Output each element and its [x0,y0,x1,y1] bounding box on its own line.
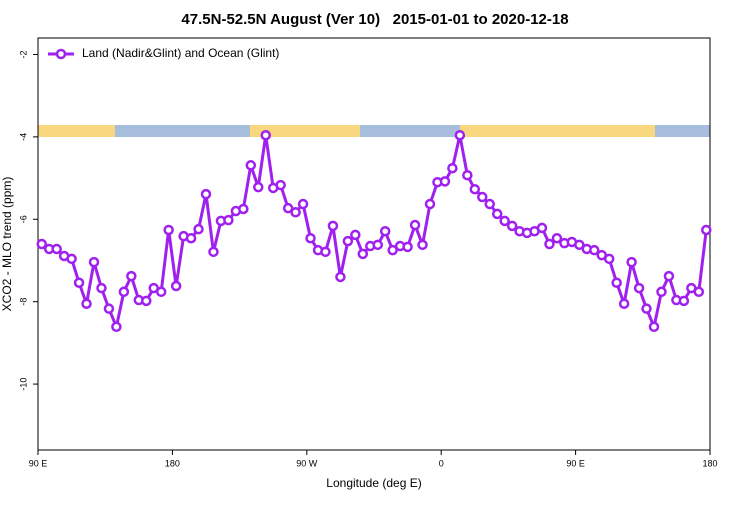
data-point [103,303,115,314]
data-point [111,321,122,333]
data-point [678,295,690,307]
y-tick-label: -2 [18,50,28,58]
data-point [544,238,555,250]
y-tick-label: -10 [18,378,28,391]
data-point [491,208,503,220]
band-ocean [655,125,710,137]
data-point [589,244,600,256]
data-point [200,188,212,200]
legend-marker [55,48,67,60]
data-point [641,303,652,314]
chart-title: 47.5N-52.5N August (Ver 10) 2015-01-01 t… [181,11,568,28]
data-point [499,215,510,227]
data-point [238,203,249,215]
x-tick-label: 0 [439,458,444,468]
data-point [693,286,705,298]
data-point [73,277,85,288]
data-point [536,222,548,234]
data-point [342,235,354,247]
data-point [424,198,436,210]
data-point [282,202,294,214]
data-point [96,282,107,294]
data-point [462,169,473,181]
data-point [551,232,563,244]
x-tick-label: 90 E [566,458,585,468]
data-point [574,239,585,251]
data-point [350,229,361,241]
data-point [253,181,264,193]
x-tick-label: 180 [165,458,180,468]
data-point [51,243,62,255]
band-land [38,125,115,137]
data-point [469,183,481,195]
band-land [250,125,360,137]
data-point [163,224,174,236]
data-point [618,298,630,309]
data-point [484,198,495,210]
data-point [305,232,316,244]
data-point [36,238,47,250]
data-point [357,248,369,260]
data-point [417,239,428,251]
data-point [141,295,152,307]
data-point [245,160,257,171]
data-point [155,286,167,298]
y-tick-label: -8 [18,298,28,306]
data-point [506,220,518,232]
data-point [603,253,615,265]
y-tick-label: -6 [18,215,28,223]
y-tick-label: -4 [18,133,28,141]
data-point [633,282,645,294]
data-point [611,277,622,288]
data-point [170,280,182,292]
data-point [260,129,271,141]
y-axis-label: XCO2 - MLO trend (ppm) [0,177,14,312]
data-point [477,191,488,203]
band-ocean [360,125,460,137]
x-tick-label: 90 E [29,458,48,468]
data-point [327,220,339,232]
band-ocean [115,125,250,137]
data-point [275,179,286,191]
data-point [409,219,421,231]
data-point [454,129,466,141]
band-land [460,125,655,137]
data-point [320,246,331,258]
data-point [663,270,675,282]
data-point [402,241,413,253]
x-tick-label: 90 W [296,458,318,468]
legend: Land (Nadir&Glint) and Ocean (Glint) [48,46,279,60]
data-point [379,225,391,237]
data-point [648,321,660,333]
data-point [626,256,637,268]
data-point [439,176,451,187]
data-point [88,256,100,268]
data-point [335,271,346,283]
x-axis-label: Longitude (deg E) [326,476,421,490]
data-point [701,224,712,236]
data-point [372,239,383,251]
data-point [290,207,301,218]
data-point [297,198,309,210]
data-point [66,253,77,265]
land-ocean-band [38,125,710,137]
data-point [208,246,219,258]
data-point [656,286,667,298]
data-point [193,223,204,235]
data-point [185,232,197,244]
data-point [126,270,137,282]
data-point [81,298,92,309]
legend-label: Land (Nadir&Glint) and Ocean (Glint) [82,46,279,60]
data-point [118,286,130,298]
x-tick-label: 180 [702,458,717,468]
data-point [447,162,458,174]
data-point [387,244,398,256]
data-point [223,214,234,226]
